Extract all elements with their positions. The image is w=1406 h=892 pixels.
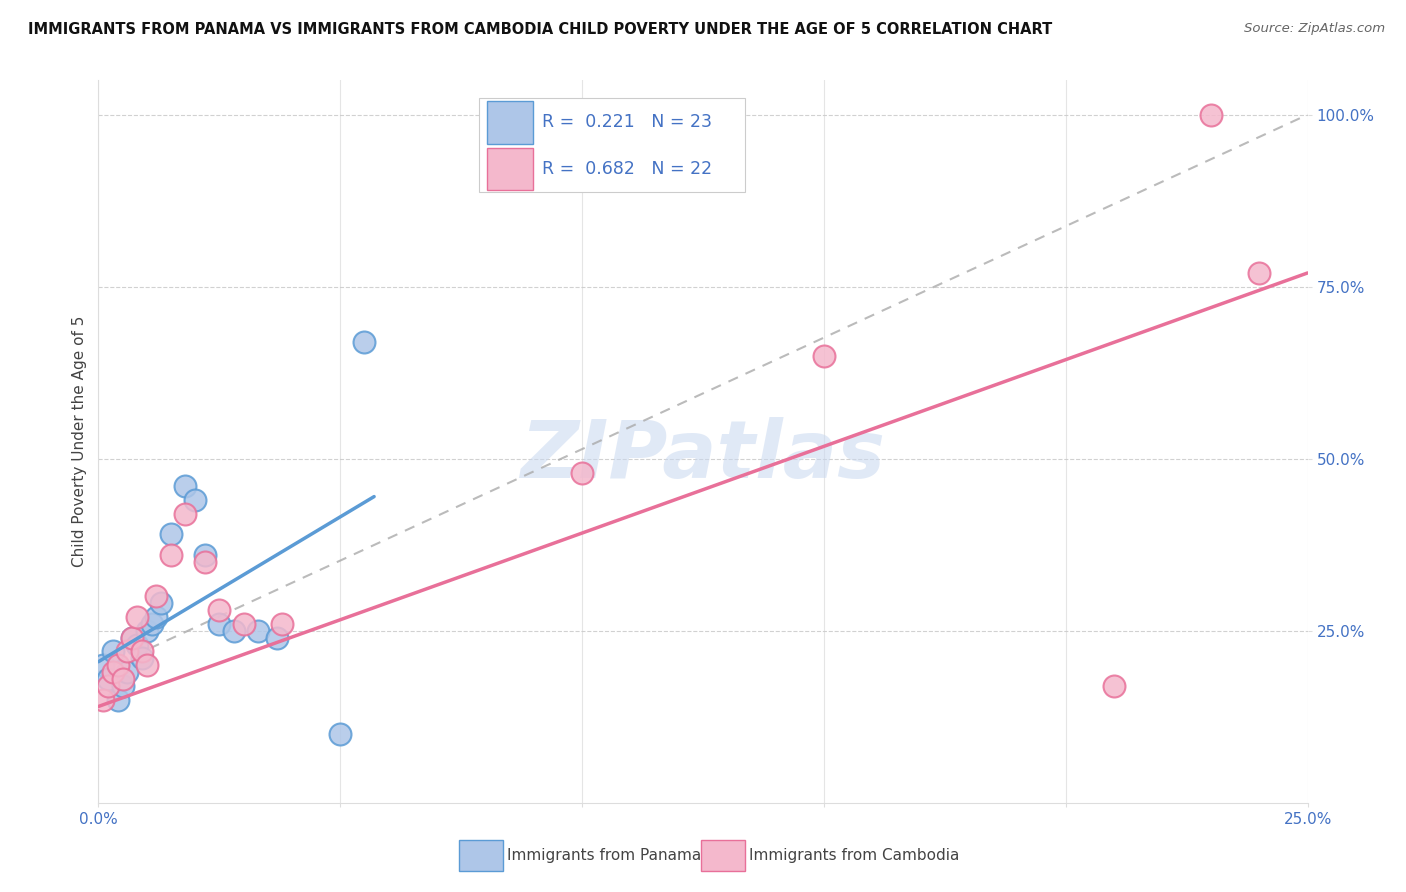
Point (135, 624, 157, 638)
Text: Immigrants from Cambodia: Immigrants from Cambodia (749, 848, 959, 863)
Point (107, 658, 129, 673)
Point (117, 644, 139, 658)
Point (194, 555, 217, 569)
Point (117, 665, 139, 679)
Text: R =  0.221   N = 23: R = 0.221 N = 23 (543, 113, 713, 131)
Point (91, 658, 114, 673)
Point (160, 527, 183, 541)
Text: ZIPatlas: ZIPatlas (520, 417, 886, 495)
Point (247, 624, 270, 638)
Point (150, 596, 173, 610)
Point (91, 692, 114, 706)
Point (131, 651, 153, 665)
Point (131, 644, 153, 658)
FancyBboxPatch shape (486, 148, 533, 191)
Point (101, 665, 124, 679)
Point (135, 658, 157, 673)
Point (121, 631, 143, 645)
Point (145, 590, 167, 604)
Y-axis label: Child Poverty Under the Age of 5: Child Poverty Under the Age of 5 (72, 316, 87, 567)
Point (571, 466, 593, 480)
Point (329, 727, 352, 741)
Point (145, 610, 167, 624)
Point (174, 507, 197, 521)
Point (107, 692, 129, 706)
Text: IMMIGRANTS FROM PANAMA VS IMMIGRANTS FROM CAMBODIA CHILD POVERTY UNDER THE AGE O: IMMIGRANTS FROM PANAMA VS IMMIGRANTS FRO… (28, 22, 1052, 37)
Point (353, 334, 375, 349)
Point (127, 638, 149, 652)
FancyBboxPatch shape (479, 98, 745, 193)
Point (160, 548, 183, 562)
Point (141, 616, 163, 631)
Point (127, 610, 149, 624)
Text: Source: ZipAtlas.com: Source: ZipAtlas.com (1244, 22, 1385, 36)
Point (97, 679, 120, 693)
Point (194, 548, 217, 562)
Point (271, 616, 294, 631)
Point (97, 672, 120, 686)
Point (813, 349, 835, 363)
FancyBboxPatch shape (458, 840, 503, 871)
Point (208, 616, 231, 631)
Point (121, 631, 143, 645)
Text: Immigrants from Panama: Immigrants from Panama (508, 848, 702, 863)
Point (111, 672, 134, 686)
Text: R =  0.682   N = 22: R = 0.682 N = 22 (543, 161, 713, 178)
Point (101, 644, 124, 658)
Point (232, 616, 254, 631)
Point (111, 679, 134, 693)
Point (266, 631, 288, 645)
Point (1102, 679, 1125, 693)
FancyBboxPatch shape (700, 840, 745, 871)
Point (184, 493, 207, 508)
Point (1249, 266, 1271, 280)
Point (1199, 108, 1222, 122)
Point (208, 603, 231, 617)
FancyBboxPatch shape (486, 101, 533, 144)
Point (174, 479, 197, 493)
Point (222, 624, 245, 638)
